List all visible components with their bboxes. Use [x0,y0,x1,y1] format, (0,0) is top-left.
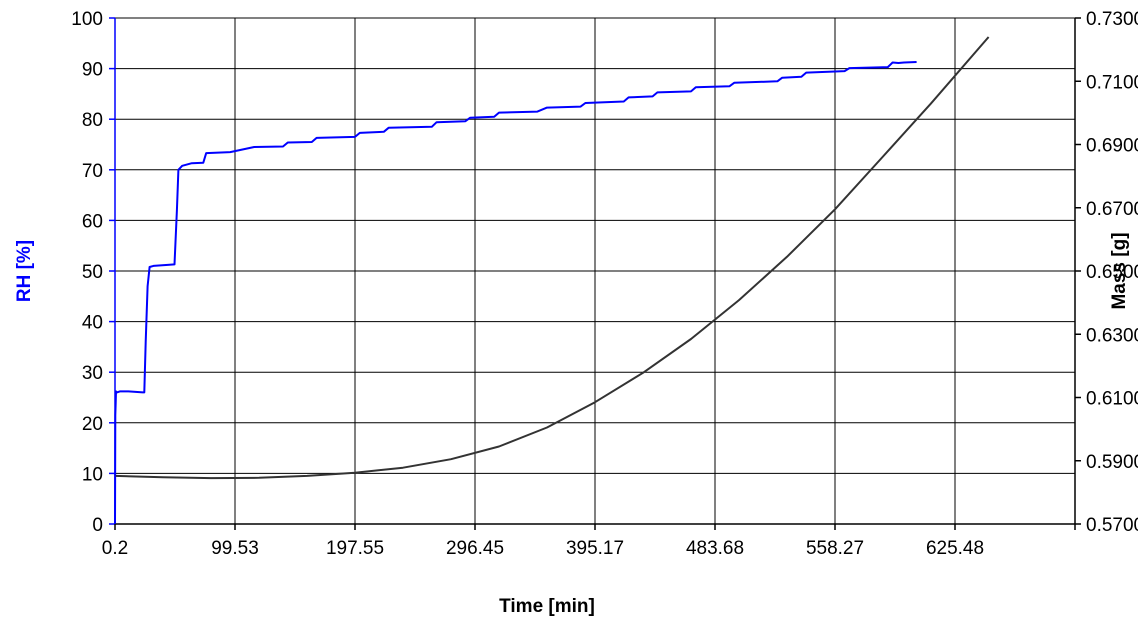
y-left-tick-label: 80 [82,110,103,131]
x-tick-label: 625.48 [926,538,984,559]
mass-series-line [114,36,990,480]
y-left-tick-label: 50 [82,262,103,283]
y-left-tick-label: 40 [82,313,103,334]
x-tick-label: 558.27 [806,538,864,559]
y-right-axis-title: Mass [g] [1109,232,1130,309]
y-left-tick-labels: 0 10 20 30 40 50 60 70 80 90 100 [71,9,103,536]
x-tick-label: 99.53 [211,538,259,559]
y-left-tick-label: 10 [82,464,103,485]
x-tick-labels: 0.2 99.53 197.55 296.45 395.17 483.68 558.27 62… [102,538,984,559]
axes [109,17,1081,530]
series-group [114,36,990,525]
y-left-tick-label: 100 [71,9,103,30]
x-tick-label: 197.55 [326,538,384,559]
rh-series-line [114,61,917,525]
y-left-tick-label: 30 [82,363,103,384]
y-left-tick-label: 70 [82,161,103,182]
grid [115,17,1075,525]
y-left-tick-label: 90 [82,60,103,81]
y-right-tick-label: 0.7300 [1086,9,1138,30]
x-tick-label: 296.45 [446,538,504,559]
x-tick-label: 0.2 [102,538,128,559]
y-left-tick-label: 0 [92,515,103,536]
x-tick-label: 395.17 [566,538,624,559]
x-tick-label: 483.68 [686,538,744,559]
y-left-tick-label: 60 [82,211,103,232]
y-left-tick-label: 20 [82,414,103,435]
x-axis-title: Time [min] [499,596,595,617]
y-left-axis-title: RH [%] [14,240,35,302]
